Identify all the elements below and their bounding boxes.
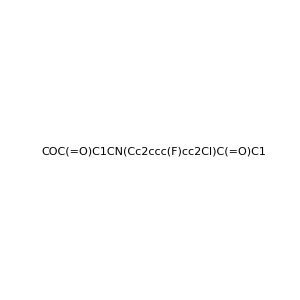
Text: COC(=O)C1CN(Cc2ccc(F)cc2Cl)C(=O)C1: COC(=O)C1CN(Cc2ccc(F)cc2Cl)C(=O)C1 xyxy=(41,146,266,157)
